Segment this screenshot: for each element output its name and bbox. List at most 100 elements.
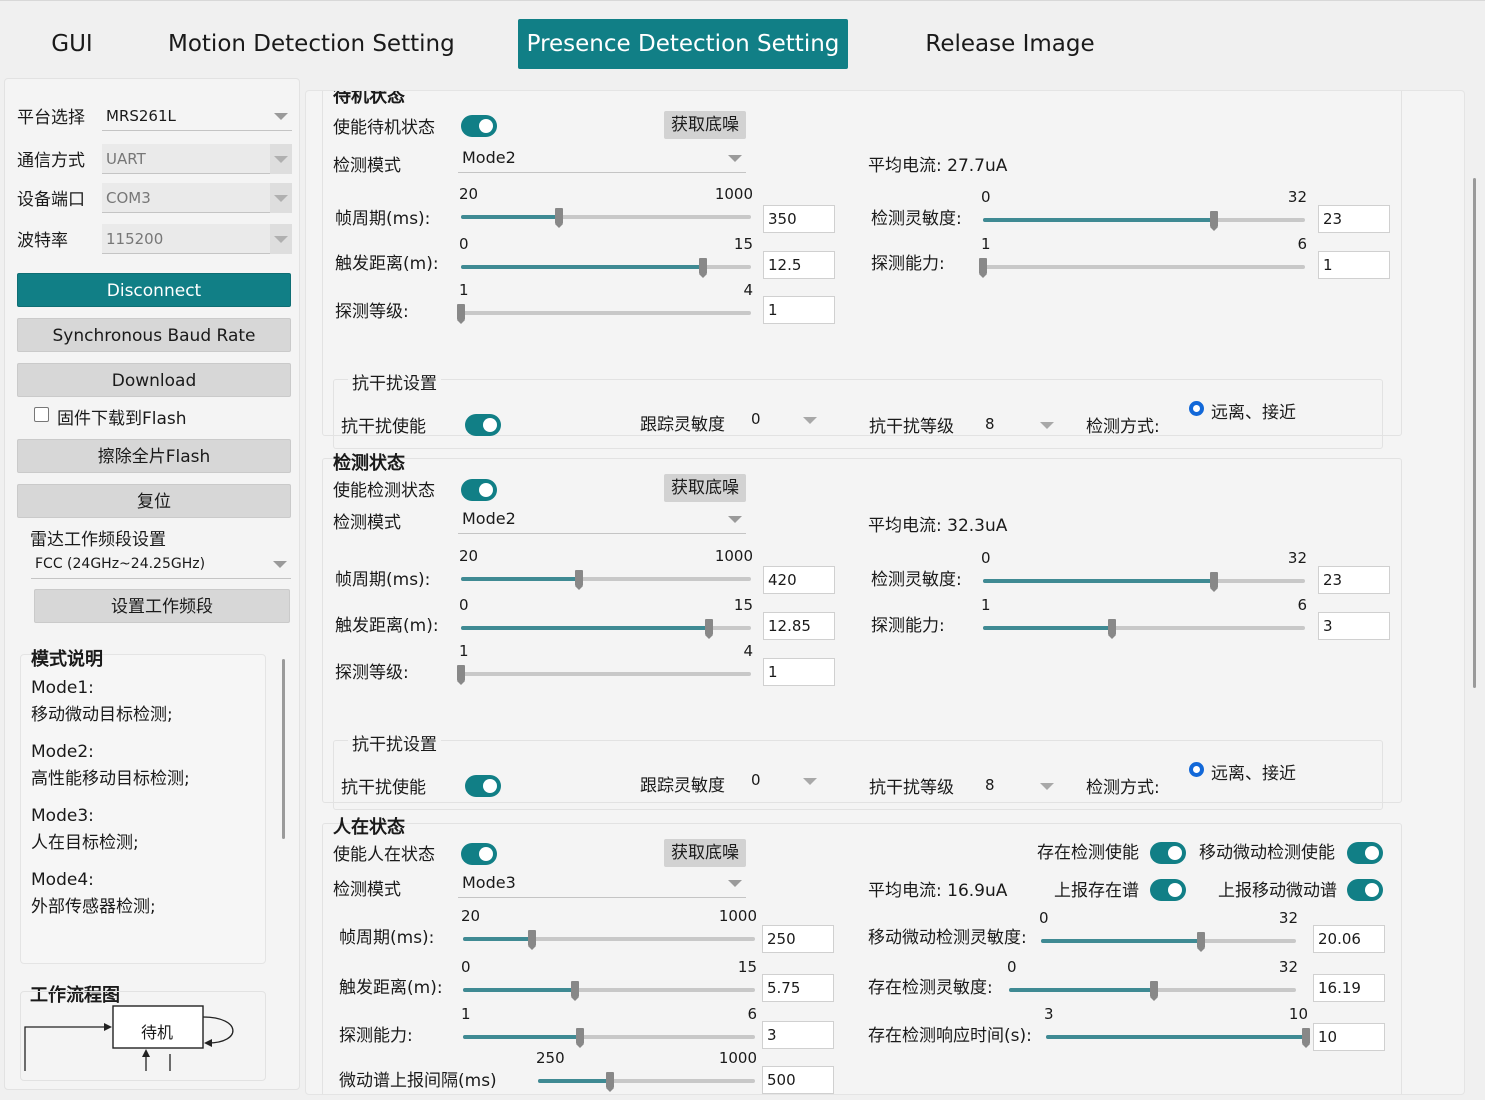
tab-gui[interactable]: GUI bbox=[51, 31, 93, 57]
detect-frame-slider-handle[interactable] bbox=[575, 570, 584, 590]
tab-motion-detection[interactable]: Motion Detection Setting bbox=[168, 31, 455, 57]
platform-select[interactable]: MRS261L bbox=[102, 101, 292, 131]
report-interval-slider[interactable] bbox=[538, 1072, 755, 1092]
presence-noise-button[interactable]: 获取底噪 bbox=[664, 839, 746, 867]
presence-ability-slider[interactable] bbox=[463, 1028, 755, 1048]
detect-frame-slider[interactable] bbox=[461, 570, 751, 590]
detect-level-input[interactable]: 1 bbox=[763, 658, 835, 686]
detect-sens-slider-handle[interactable] bbox=[1210, 572, 1219, 592]
report-interval-label: 微动谱上报间隔(ms) bbox=[339, 1071, 497, 1091]
standby-ability-slider[interactable] bbox=[979, 258, 1305, 278]
baud-select[interactable]: 115200 bbox=[102, 224, 292, 254]
standby-track-sens-value[interactable]: 0 bbox=[751, 410, 761, 428]
tab-presence-detection[interactable]: Presence Detection Setting bbox=[518, 19, 848, 69]
main-scrollbar-thumb[interactable] bbox=[1473, 178, 1476, 688]
exist-resp-input[interactable]: 10 bbox=[1313, 1023, 1385, 1051]
erase-flash-button[interactable]: 擦除全片Flash bbox=[17, 439, 291, 473]
chevron-down-icon[interactable] bbox=[1040, 422, 1054, 429]
micro-sens-slider-handle[interactable] bbox=[1196, 932, 1205, 952]
standby-mode-select[interactable]: Mode2 bbox=[458, 143, 746, 173]
flow-title: 工作流程图 bbox=[30, 985, 120, 1006]
standby-enable-toggle[interactable] bbox=[461, 115, 497, 137]
report-exist-toggle[interactable] bbox=[1150, 879, 1186, 901]
presence-frame-slider-handle[interactable] bbox=[527, 930, 536, 950]
presence-trigger-input[interactable]: 5.75 bbox=[762, 974, 834, 1002]
download-button[interactable]: Download bbox=[17, 363, 291, 397]
standby-ability-max-label: 6 bbox=[1297, 235, 1307, 253]
detect-anti-enable-toggle[interactable] bbox=[465, 775, 501, 797]
standby-trigger-slider-handle[interactable] bbox=[698, 258, 707, 278]
detect-anti-level-value[interactable]: 8 bbox=[985, 776, 995, 794]
exist-resp-slider-handle[interactable] bbox=[1302, 1028, 1310, 1048]
radar-band-select[interactable]: FCC (24GHz~24.25GHz) bbox=[31, 549, 291, 579]
standby-sens-input[interactable]: 23 bbox=[1318, 205, 1390, 233]
standby-level-slider-handle[interactable] bbox=[457, 304, 465, 324]
standby-ability-slider-handle[interactable] bbox=[979, 258, 987, 278]
standby-frame-slider[interactable] bbox=[461, 208, 751, 228]
standby-level-slider[interactable] bbox=[457, 304, 751, 324]
standby-frame-slider-handle[interactable] bbox=[554, 208, 563, 228]
sync-baud-button[interactable]: Synchronous Baud Rate bbox=[17, 318, 291, 352]
standby-level-input[interactable]: 1 bbox=[763, 296, 835, 324]
detect-trigger-input[interactable]: 12.85 bbox=[763, 612, 835, 640]
standby-frame-input[interactable]: 350 bbox=[763, 205, 835, 233]
set-band-button[interactable]: 设置工作频段 bbox=[34, 589, 290, 623]
detect-level-slider[interactable] bbox=[457, 665, 751, 685]
standby-noise-button[interactable]: 获取底噪 bbox=[664, 111, 746, 139]
presence-trigger-slider[interactable] bbox=[463, 981, 755, 1001]
exist-sens-input[interactable]: 16.19 bbox=[1313, 974, 1385, 1002]
report-interval-input[interactable]: 500 bbox=[762, 1066, 834, 1094]
standby-sens-slider-handle[interactable] bbox=[1210, 211, 1219, 231]
exist-sens-slider[interactable] bbox=[1009, 981, 1296, 1001]
port-select[interactable]: COM3 bbox=[102, 183, 292, 213]
detect-enable-toggle[interactable] bbox=[461, 479, 497, 501]
micro-enable-toggle[interactable] bbox=[1347, 842, 1383, 864]
presence-frame-slider[interactable] bbox=[463, 930, 755, 950]
detect-sens-input[interactable]: 23 bbox=[1318, 566, 1390, 594]
detect-ability-slider[interactable] bbox=[983, 619, 1305, 639]
presence-frame-input[interactable]: 250 bbox=[762, 925, 834, 953]
presence-ability-input[interactable]: 3 bbox=[762, 1021, 834, 1049]
presence-mode-select[interactable]: Mode3 bbox=[458, 868, 746, 898]
standby-detect-method-radio[interactable] bbox=[1189, 401, 1204, 416]
reset-button[interactable]: 复位 bbox=[17, 484, 291, 518]
standby-ability-input[interactable]: 1 bbox=[1318, 251, 1390, 279]
presence-ability-slider-handle[interactable] bbox=[575, 1028, 584, 1048]
standby-sens-slider[interactable] bbox=[983, 211, 1305, 231]
report-micro-toggle[interactable] bbox=[1347, 879, 1383, 901]
micro-sens-input[interactable]: 20.06 bbox=[1313, 925, 1385, 953]
detect-track-sens-value[interactable]: 0 bbox=[751, 771, 761, 789]
presence-trigger-slider-handle[interactable] bbox=[570, 981, 579, 1001]
mode-scrollbar[interactable] bbox=[282, 659, 285, 839]
chevron-down-icon[interactable] bbox=[803, 778, 817, 785]
exist-sens-slider-handle[interactable] bbox=[1150, 981, 1159, 1001]
detect-noise-button[interactable]: 获取底噪 bbox=[664, 474, 746, 502]
detect-frame-slider-fill bbox=[461, 577, 580, 581]
flash-checkbox[interactable] bbox=[34, 407, 49, 422]
exist-enable-toggle[interactable] bbox=[1150, 842, 1186, 864]
standby-anti-level-value[interactable]: 8 bbox=[985, 415, 995, 433]
micro-sens-slider[interactable] bbox=[1041, 932, 1296, 952]
detect-mode-select[interactable]: Mode2 bbox=[458, 504, 746, 534]
chevron-down-icon[interactable] bbox=[803, 417, 817, 424]
disconnect-button[interactable]: Disconnect bbox=[17, 273, 291, 307]
presence-enable-toggle[interactable] bbox=[461, 843, 497, 865]
detect-level-slider-handle[interactable] bbox=[457, 665, 465, 685]
standby-trigger-slider[interactable] bbox=[461, 258, 751, 278]
detect-trigger-slider[interactable] bbox=[461, 619, 751, 639]
detect-frame-input[interactable]: 420 bbox=[763, 566, 835, 594]
detect-ability-input[interactable]: 3 bbox=[1318, 612, 1390, 640]
tab-release-image[interactable]: Release Image bbox=[925, 31, 1095, 57]
chevron-down-icon[interactable] bbox=[1040, 783, 1054, 790]
comm-select[interactable]: UART bbox=[102, 144, 292, 174]
standby-anti-enable-toggle[interactable] bbox=[465, 414, 501, 436]
detect-trigger-slider-handle[interactable] bbox=[705, 619, 714, 639]
report-interval-slider-handle[interactable] bbox=[606, 1072, 615, 1092]
detect-detect-method-radio[interactable] bbox=[1189, 762, 1204, 777]
flash-checkbox-label: 固件下载到Flash bbox=[57, 409, 187, 429]
exist-resp-slider[interactable] bbox=[1046, 1028, 1310, 1048]
presence-frame-slider-fill bbox=[463, 937, 532, 941]
standby-trigger-input[interactable]: 12.5 bbox=[763, 251, 835, 279]
detect-sens-slider[interactable] bbox=[983, 572, 1305, 592]
detect-ability-slider-handle[interactable] bbox=[1107, 619, 1116, 639]
